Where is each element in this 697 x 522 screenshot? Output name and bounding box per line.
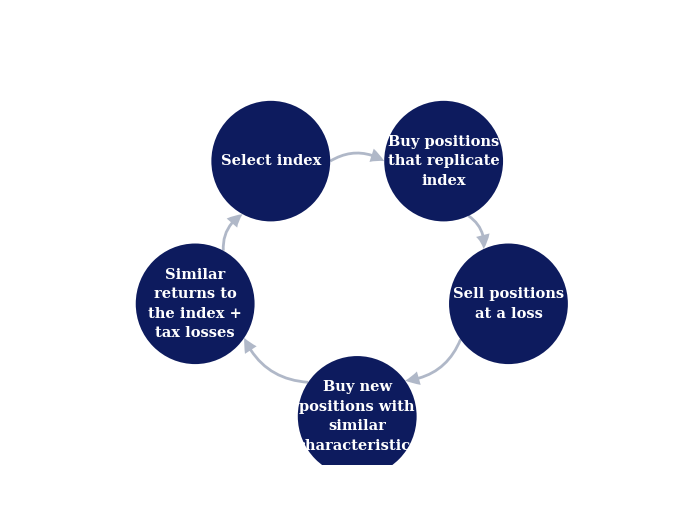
FancyArrowPatch shape (244, 338, 308, 384)
FancyArrowPatch shape (405, 339, 462, 385)
Ellipse shape (449, 244, 568, 364)
Text: Buy new
positions with
similar
characteristics: Buy new positions with similar character… (296, 380, 418, 453)
Ellipse shape (298, 356, 417, 477)
FancyArrowPatch shape (468, 215, 489, 249)
Text: Similar
returns to
the index +
tax losses: Similar returns to the index + tax losse… (148, 268, 242, 340)
Text: Sell positions
at a loss: Sell positions at a loss (453, 287, 564, 321)
FancyArrowPatch shape (222, 214, 243, 251)
Text: Buy positions
that replicate
index: Buy positions that replicate index (388, 135, 500, 187)
Text: Select index: Select index (220, 154, 321, 168)
Ellipse shape (136, 244, 254, 364)
FancyArrowPatch shape (330, 149, 384, 162)
Ellipse shape (211, 101, 330, 221)
Ellipse shape (384, 101, 503, 221)
